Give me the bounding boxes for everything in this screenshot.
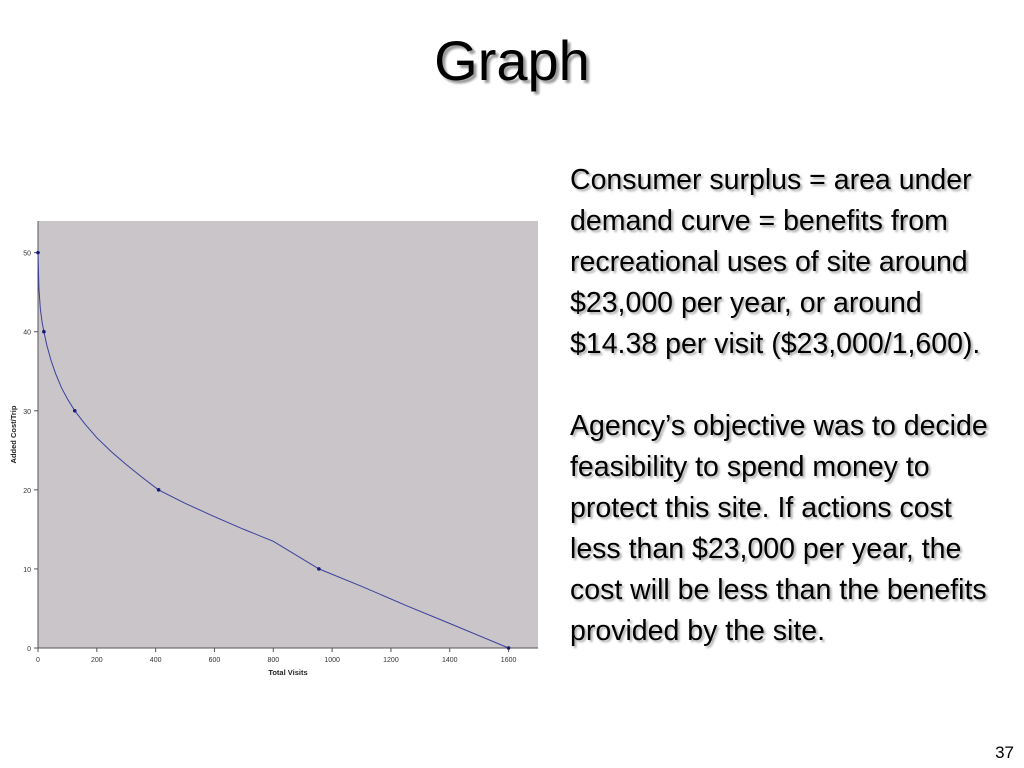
x-tick-label: 600 <box>209 657 221 664</box>
demand-curve-chart: 0 10 20 30 40 50 0 200 400 600 800 1000 1200 1400 1600… <box>0 215 545 685</box>
slide-title: Graph <box>434 29 590 92</box>
y-tick-label: 30 <box>23 409 31 416</box>
page-number: 37 <box>995 743 1014 762</box>
x-tick-label: 1400 <box>442 657 458 664</box>
data-point <box>42 329 46 334</box>
data-point <box>317 567 321 571</box>
y-tick-label: 40 <box>23 330 31 337</box>
x-tick-label: 1000 <box>324 657 340 664</box>
plot-area <box>38 221 538 648</box>
data-point <box>506 646 511 650</box>
data-point <box>156 488 161 492</box>
y-tick-label: 50 <box>23 251 31 258</box>
x-tick-label: 400 <box>150 657 162 664</box>
x-tick-label: 1600 <box>501 657 517 664</box>
y-tick-label: 0 <box>27 646 31 653</box>
x-tick-label: 1200 <box>383 657 399 664</box>
agency-objective-paragraph: Agency’s objective was to decide feasibi… <box>570 410 988 647</box>
y-tick-label: 20 <box>23 488 31 495</box>
y-axis-label: Added Cost/Trip <box>9 405 18 463</box>
consumer-surplus-paragraph: Consumer surplus = area under demand cur… <box>570 164 981 360</box>
x-tick-label: 0 <box>36 657 40 664</box>
x-tick-label: 200 <box>91 657 103 664</box>
x-axis-label: Total Visits <box>268 668 307 677</box>
x-tick-label: 800 <box>267 657 279 664</box>
chart-svg: 0 10 20 30 40 50 0 200 400 600 800 1000 1200 1400 1600… <box>9 221 538 677</box>
slide-body: Consumer surplus = area under demand cur… <box>570 160 1010 652</box>
data-point <box>36 250 40 255</box>
demand-curve-line <box>37 252 509 649</box>
y-tick-label: 10 <box>23 567 31 574</box>
data-point <box>72 408 77 413</box>
